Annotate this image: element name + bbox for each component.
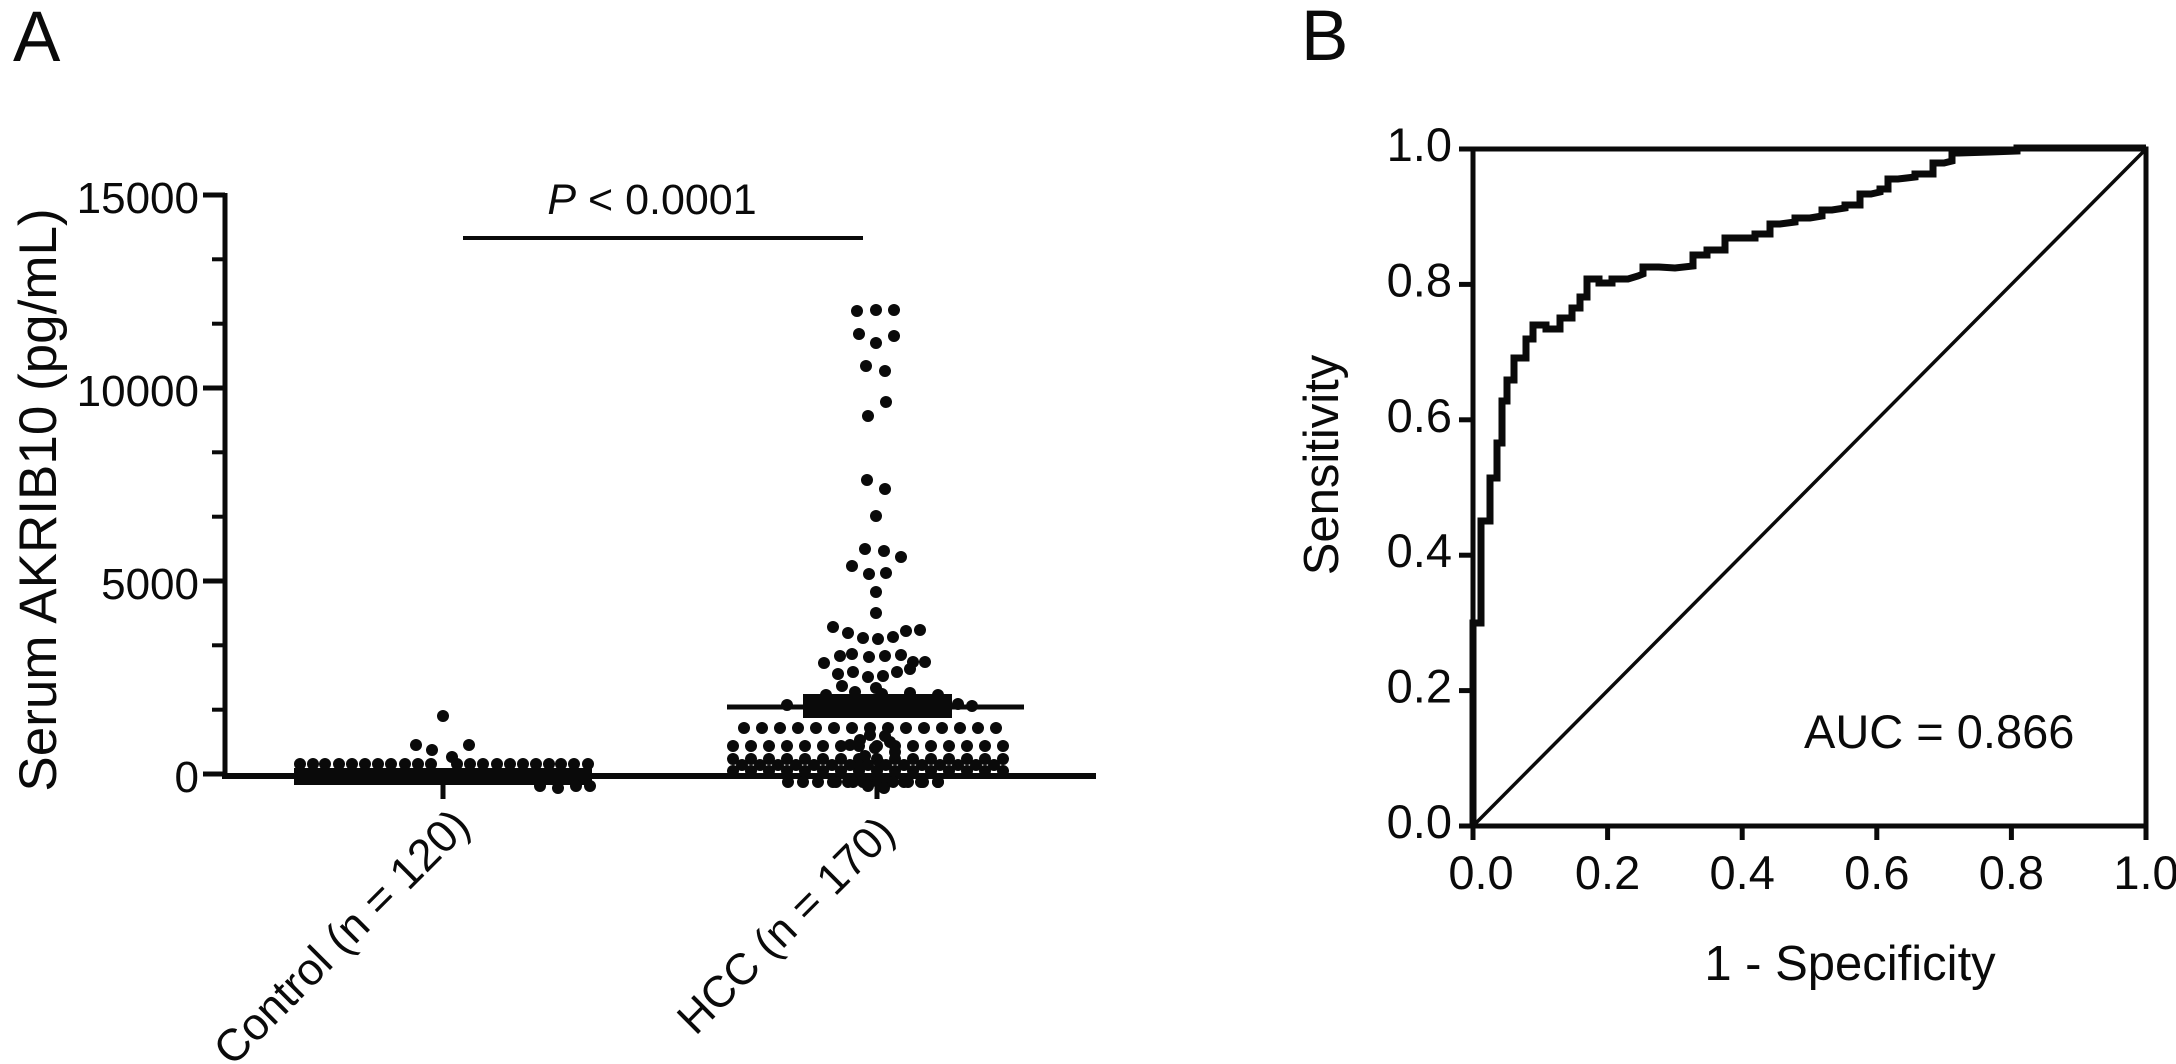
svg-text:15000: 15000 [77,174,199,223]
svg-text:B: B [1301,0,1348,76]
svg-text:0.6: 0.6 [1844,846,1909,899]
svg-text:5000: 5000 [101,560,199,609]
svg-text:Sensitivity: Sensitivity [1295,354,1349,575]
svg-text:A: A [13,0,61,77]
svg-text:AUC = 0.866: AUC = 0.866 [1804,705,2074,758]
svg-text:1 - Specificity: 1 - Specificity [1704,937,1996,991]
svg-text:0.2: 0.2 [1575,846,1640,899]
svg-text:0.6: 0.6 [1387,389,1452,442]
svg-text:0.0: 0.0 [1387,795,1452,848]
svg-text:0.2: 0.2 [1387,660,1452,713]
svg-text:10000: 10000 [77,367,199,416]
svg-text:0.0: 0.0 [1448,846,1513,899]
svg-text:1.0: 1.0 [2113,846,2176,899]
svg-text:0.8: 0.8 [1387,253,1452,306]
svg-text:0.4: 0.4 [1710,846,1775,899]
svg-text:0: 0 [175,753,199,802]
svg-text:Serum AKRIB10 (pg/mL): Serum AKRIB10 (pg/mL) [9,208,68,791]
svg-text:0.8: 0.8 [1979,846,2044,899]
svg-text:0.4: 0.4 [1387,524,1452,577]
svg-text:1.0: 1.0 [1387,118,1452,171]
svg-text:P < 0.0001: P < 0.0001 [547,176,756,224]
